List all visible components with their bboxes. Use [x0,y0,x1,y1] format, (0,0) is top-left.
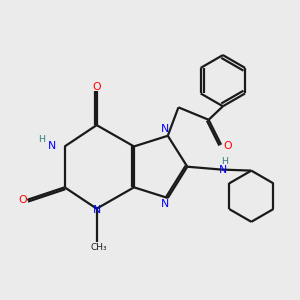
Text: O: O [19,195,27,205]
Text: O: O [92,82,101,92]
Text: N: N [93,206,101,215]
Text: CH₃: CH₃ [90,243,107,252]
Text: N: N [161,200,169,209]
Text: N: N [161,124,169,134]
Text: N: N [219,165,227,175]
Text: H: H [38,135,45,144]
Text: N: N [47,141,56,152]
Text: O: O [223,141,232,152]
Text: H: H [221,157,228,166]
